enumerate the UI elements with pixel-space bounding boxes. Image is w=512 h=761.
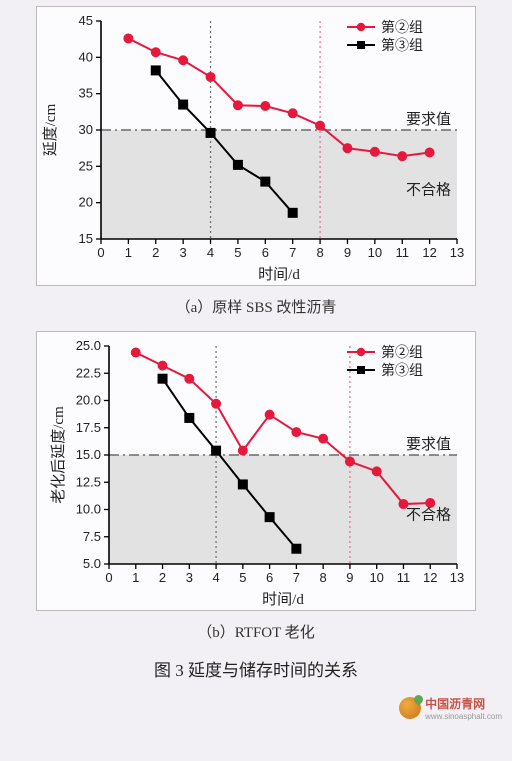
svg-text:35: 35 bbox=[79, 86, 93, 101]
svg-text:9: 9 bbox=[344, 245, 351, 260]
svg-text:10.0: 10.0 bbox=[76, 502, 101, 517]
chart-a-slot: 01234567891011121315202530354045时间/d延度/c… bbox=[10, 6, 502, 286]
figure-caption: 图 3 延度与储存时间的关系 bbox=[10, 656, 502, 681]
svg-text:时间/d: 时间/d bbox=[262, 591, 304, 608]
svg-text:22.5: 22.5 bbox=[76, 365, 101, 380]
watermark: 中国沥青网 www.sinoasphalt.com bbox=[399, 695, 502, 721]
svg-text:12.5: 12.5 bbox=[76, 474, 101, 489]
svg-text:5: 5 bbox=[234, 245, 241, 260]
svg-text:第②组: 第②组 bbox=[381, 19, 423, 36]
svg-text:要求值: 要求值 bbox=[406, 111, 451, 128]
svg-text:10: 10 bbox=[368, 245, 382, 260]
svg-text:20: 20 bbox=[79, 195, 93, 210]
watermark-logo-icon bbox=[399, 697, 421, 719]
svg-text:4: 4 bbox=[212, 570, 219, 585]
subtitle-b: （b）RTFOT 老化 bbox=[10, 621, 502, 642]
svg-text:时间/d: 时间/d bbox=[258, 266, 300, 283]
svg-text:老化后延度/cm: 老化后延度/cm bbox=[50, 406, 67, 504]
svg-text:12: 12 bbox=[423, 570, 437, 585]
svg-text:第②组: 第②组 bbox=[381, 344, 423, 361]
svg-text:17.5: 17.5 bbox=[76, 420, 101, 435]
svg-text:8: 8 bbox=[320, 570, 327, 585]
svg-text:不合格: 不合格 bbox=[406, 182, 451, 199]
svg-text:0: 0 bbox=[105, 570, 112, 585]
svg-text:6: 6 bbox=[262, 245, 269, 260]
svg-text:13: 13 bbox=[450, 245, 464, 260]
svg-text:10: 10 bbox=[369, 570, 383, 585]
svg-text:要求值: 要求值 bbox=[406, 436, 451, 453]
svg-text:5.0: 5.0 bbox=[83, 556, 101, 571]
svg-text:7: 7 bbox=[293, 570, 300, 585]
svg-text:0: 0 bbox=[97, 245, 104, 260]
svg-text:4: 4 bbox=[207, 245, 214, 260]
svg-text:9: 9 bbox=[346, 570, 353, 585]
svg-text:7: 7 bbox=[289, 245, 296, 260]
svg-text:11: 11 bbox=[395, 245, 409, 260]
svg-text:25: 25 bbox=[79, 158, 93, 173]
svg-text:15.0: 15.0 bbox=[76, 447, 101, 462]
svg-text:8: 8 bbox=[316, 245, 323, 260]
svg-text:20.0: 20.0 bbox=[76, 393, 101, 408]
svg-text:40: 40 bbox=[79, 49, 93, 64]
svg-text:延度/cm: 延度/cm bbox=[42, 103, 59, 156]
svg-text:第③组: 第③组 bbox=[381, 362, 423, 379]
svg-text:11: 11 bbox=[397, 570, 411, 585]
svg-text:13: 13 bbox=[450, 570, 464, 585]
svg-text:3: 3 bbox=[186, 570, 193, 585]
svg-text:2: 2 bbox=[152, 245, 159, 260]
svg-text:第③组: 第③组 bbox=[381, 37, 423, 54]
svg-text:1: 1 bbox=[132, 570, 139, 585]
svg-text:2: 2 bbox=[159, 570, 166, 585]
svg-text:30: 30 bbox=[79, 122, 93, 137]
svg-text:15: 15 bbox=[79, 231, 93, 246]
svg-text:1: 1 bbox=[125, 245, 132, 260]
svg-text:25.0: 25.0 bbox=[76, 338, 101, 353]
watermark-text: 中国沥青网 bbox=[425, 695, 502, 712]
svg-text:5: 5 bbox=[239, 570, 246, 585]
svg-text:不合格: 不合格 bbox=[406, 507, 451, 524]
svg-text:6: 6 bbox=[266, 570, 273, 585]
svg-text:7.5: 7.5 bbox=[83, 529, 101, 544]
watermark-url: www.sinoasphalt.com bbox=[425, 712, 502, 721]
svg-text:12: 12 bbox=[422, 245, 436, 260]
svg-text:3: 3 bbox=[180, 245, 187, 260]
subtitle-a: （a）原样 SBS 改性沥青 bbox=[10, 296, 502, 317]
chart-b-slot: 0123456789101112135.07.510.012.515.017.5… bbox=[10, 331, 502, 611]
svg-text:45: 45 bbox=[79, 13, 93, 28]
figure-container: 01234567891011121315202530354045时间/d延度/c… bbox=[0, 0, 512, 681]
